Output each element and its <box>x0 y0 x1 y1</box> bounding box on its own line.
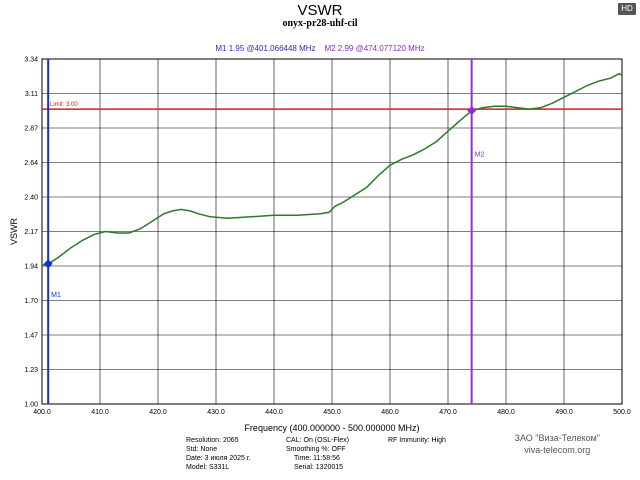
x-tick-labels: 400.0 410.0 420.0 430.0 440.0 450.0 460.0 470.0… <box>33 409 631 416</box>
company-url: viva-telecom.org <box>524 445 591 455</box>
y-tick-label: 1.94 <box>24 264 38 271</box>
markers: M1 M2 <box>43 59 485 404</box>
y-tick-label: 2.87 <box>24 126 38 133</box>
y-tick-label: 1.70 <box>24 298 38 305</box>
x-axis-label: Frequency (400.000000 - 500.000000 MHz) <box>244 423 419 433</box>
x-tick-label: 470.0 <box>439 409 457 416</box>
series-line-vswr <box>41 72 623 267</box>
x-tick-label: 490.0 <box>555 409 573 416</box>
info-cal: CAL: On (OSL-Flex) <box>286 437 350 444</box>
marker-label-m2: M2 <box>475 152 485 159</box>
marker-readout: M1 1.95 @401.066448 MHz M2 2.99 @474.077… <box>0 44 640 53</box>
company-name: ЗАО "Виза-Телеком" <box>514 433 600 443</box>
y-tick-label: 2.64 <box>24 160 38 167</box>
y-axis-label: VSWR <box>9 217 19 245</box>
info-std: Std: None <box>186 446 218 453</box>
chart-title: VSWR <box>297 2 343 19</box>
info-column-1: Resolution: 2065 Std: None Date: 3 июля … <box>186 436 251 472</box>
x-tick-label: 500.0 <box>613 409 631 416</box>
info-column-3: RF Immunity: High <box>388 436 446 445</box>
info-model: Model: S331L <box>186 464 230 471</box>
marker-label-m1: M1 <box>51 292 61 299</box>
y-tick-label: 3.34 <box>24 57 38 64</box>
info-resolution: Resolution: 2065 <box>186 437 239 444</box>
y-tick-label: 2.17 <box>24 229 38 236</box>
chart-grid <box>42 59 622 404</box>
x-tick-label: 420.0 <box>149 409 167 416</box>
company-watermark: ЗАО "Виза-Телеком" viva-telecom.org <box>515 432 600 456</box>
plot-frame <box>41 58 623 405</box>
chart-subtitle: onyx-pr28-uhf-cil <box>282 18 358 29</box>
x-tick-label: 480.0 <box>497 409 515 416</box>
marker-m1-readout: M1 1.95 @401.066448 MHz <box>215 44 316 53</box>
x-tick-label: 440.0 <box>265 409 283 416</box>
marker-m2-readout: M2 2.99 @474.077120 MHz <box>324 44 425 53</box>
info-time: Time: 11:58:56 <box>294 455 340 462</box>
info-rf-immunity: RF Immunity: High <box>388 437 446 444</box>
x-tick-label: 460.0 <box>381 409 399 416</box>
info-date: Date: 3 июля 2025 г. <box>186 455 251 462</box>
hd-badge[interactable]: HD <box>618 3 636 15</box>
limit-label: Limit: 3.00 <box>50 102 78 108</box>
marker-point-m2[interactable] <box>467 106 477 116</box>
marker-point-m1[interactable] <box>43 259 53 269</box>
x-tick-label: 400.0 <box>33 409 51 416</box>
y-tick-label: 1.00 <box>24 402 38 409</box>
y-tick-label: 1.23 <box>24 367 38 374</box>
info-serial: Serial: 1320015 <box>294 464 344 471</box>
y-tick-label: 2.40 <box>24 195 38 202</box>
info-smoothing: Smoothing %: OFF <box>286 446 346 453</box>
y-tick-label: 1.47 <box>24 333 38 340</box>
y-tick-label: 3.11 <box>25 91 38 98</box>
y-tick-labels: 3.34 3.11 2.87 2.64 2.40 2.17 1.94 1.70 1.47 1.23… <box>24 57 38 409</box>
x-tick-label: 430.0 <box>207 409 225 416</box>
info-column-2: CAL: On (OSL-Flex) Smoothing %: OFF Time… <box>286 436 349 472</box>
x-tick-label: 450.0 <box>323 409 341 416</box>
x-tick-label: 410.0 <box>91 409 109 416</box>
